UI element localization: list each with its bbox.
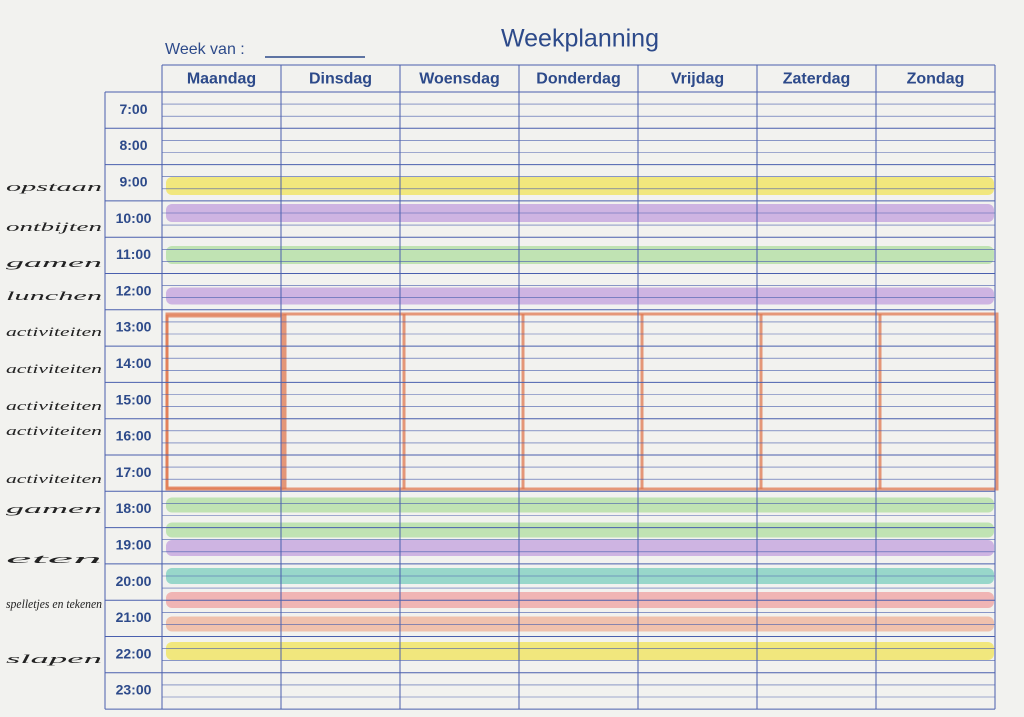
handwritten-note: activiteiten [6,423,102,438]
activity-box [165,314,284,490]
time-label: 7:00 [119,101,147,117]
handwritten-note: activiteiten [6,361,102,376]
time-label: 13:00 [116,319,152,335]
time-label: 9:00 [119,173,147,189]
grid [104,64,996,710]
time-label: 15:00 [116,391,152,407]
handwritten-note: slapen [6,651,102,666]
highlight-band [166,642,994,660]
handwritten-note: spelletjes en tekenen [6,596,102,611]
title: Weekplanning [501,25,659,53]
time-label: 22:00 [116,645,152,661]
handwritten-note: activiteiten [6,324,102,339]
day-label: Zaterdag [783,71,851,88]
highlight-band [166,616,994,632]
highlight-band [166,246,994,264]
handwritten-note: gamen [6,255,102,270]
day-label: Dinsdag [309,71,372,88]
time-label: 14:00 [116,355,152,371]
handwritten-note: gamen [6,501,102,516]
week-label: Week van : [165,41,245,58]
day-label: Woensdag [419,71,500,88]
time-label: 16:00 [116,428,152,444]
highlight-band [166,497,994,513]
time-label: 17:00 [116,464,152,480]
time-label: 18:00 [116,500,152,516]
highlight-band [166,540,994,556]
time-label: 23:00 [116,682,152,698]
handwritten-note: activiteiten [6,398,102,413]
time-label: 20:00 [116,573,152,589]
time-label: 21:00 [116,609,152,625]
time-label: 12:00 [116,282,152,298]
day-label: Zondag [907,71,965,88]
day-label: Vrijdag [671,71,724,88]
time-label: 11:00 [116,246,151,262]
highlight-band [166,287,994,305]
handwritten-note: activiteiten [6,471,102,486]
time-label: 19:00 [116,536,152,552]
time-label: 10:00 [116,210,152,226]
time-label: 8:00 [119,137,147,153]
handwritten-note: ontbijten [6,219,102,234]
highlight-band [166,522,994,538]
day-label: Donderdag [536,71,620,88]
day-label: Maandag [187,71,256,88]
handwritten-note: lunchen [6,288,102,303]
handwritten-note: eten [6,551,102,566]
highlight-band [166,177,994,195]
labels: Maandag Dinsdag Woensdag Donderdag Vrijdag Za… [6,71,964,698]
handwritten-note: opstaan [6,179,102,194]
